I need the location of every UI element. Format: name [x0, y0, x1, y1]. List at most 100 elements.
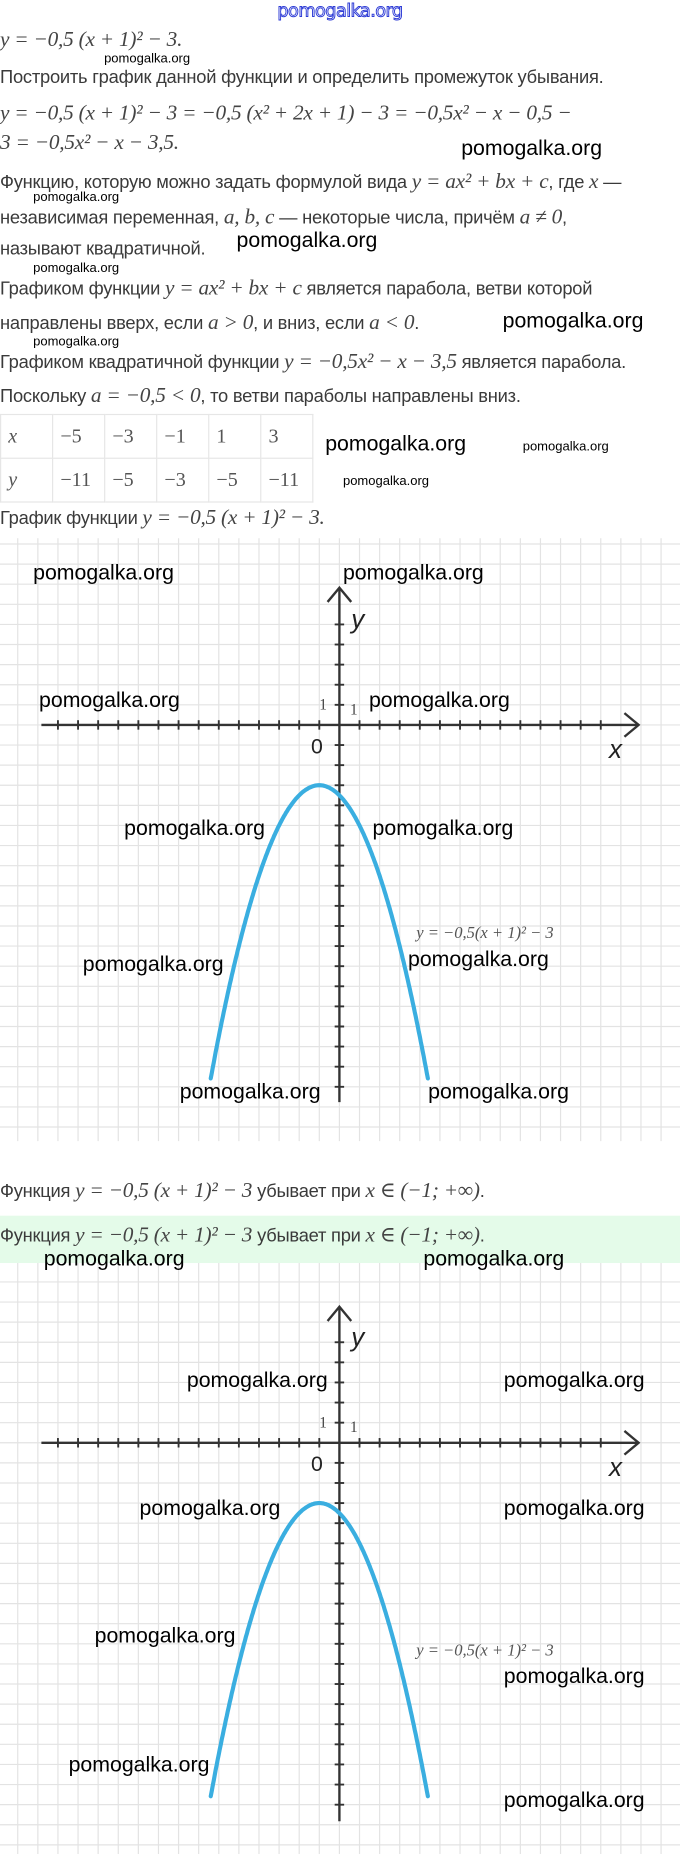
table-cell: x — [0, 413, 54, 459]
text-segment: , — [562, 208, 567, 229]
unit-label-x: 1 — [350, 701, 358, 718]
text-segment: называют квадратичной. — [0, 238, 206, 259]
parabola-graph-2: y x 0 1 1 y = −0,5(x + 1)² − 3 — [0, 1263, 680, 1854]
x-axis-arrow-icon — [623, 1430, 641, 1456]
parabola-graph-1: y x 0 1 1 y = −0,5(x + 1)² − 3 — [0, 538, 680, 1142]
watermark: pomogalka.org — [33, 261, 120, 276]
y-axis-label: y — [349, 604, 366, 634]
unit-label-x: 1 — [350, 1419, 358, 1436]
origin-label: 0 — [311, 1452, 323, 1476]
table-cell: −11 — [52, 457, 106, 503]
watermark: pomogalka.org — [503, 1495, 645, 1520]
table-cell: y — [0, 457, 54, 503]
text-line: Функцию, которую можно задать формулой в… — [0, 170, 621, 194]
text-line: Графиком функции y = ax² + bx + c являет… — [0, 277, 592, 301]
text-segment: — — [598, 172, 622, 193]
answer-line: Функция y = −0,5 (x + 1)² − 3 убывает пр… — [0, 1179, 485, 1203]
unit-label-y: 1 — [319, 697, 327, 714]
text-segment: , и вниз, если — [253, 313, 370, 334]
text-segment: Построить график данной функции и опреде… — [0, 67, 604, 88]
text-line: y = −0,5 (x + 1)² − 3 = −0,5 (x² + 2x + … — [0, 102, 572, 126]
function-label: y = −0,5(x + 1)² − 3 — [414, 923, 553, 942]
watermark: pomogalka.org — [179, 1079, 321, 1104]
math-expression: y = −0,5 (x + 1)² − 3. — [142, 504, 325, 529]
math-expression: y = −0,5x² − x − 3,5 — [284, 348, 457, 373]
watermark: pomogalka.org — [461, 135, 603, 160]
answer-line: Функция y = −0,5 (x + 1)² − 3 убывает пр… — [0, 1224, 485, 1248]
watermark: pomogalka.org — [68, 1752, 210, 1777]
watermark: pomogalka.org — [503, 1663, 645, 1688]
watermark: pomogalka.org — [423, 1246, 565, 1271]
math-expression: a > 0 — [207, 309, 254, 334]
answer-highlight — [0, 1215, 680, 1264]
text-segment: Поскольку — [0, 386, 91, 407]
text-segment: , где — [548, 172, 590, 193]
math-expression: 3 = −0,5x² − x − 3,5. — [0, 130, 179, 154]
math-expression: x ∈ (−1; +∞) — [365, 1222, 480, 1247]
text-segment: убывает при — [252, 1181, 366, 1202]
math-expression: a ≠ 0 — [519, 204, 563, 229]
text-line: направлены вверх, если a > 0, и вниз, ес… — [0, 311, 419, 335]
watermark: pomogalka.org — [39, 688, 180, 712]
watermark: pomogalka.org — [124, 815, 265, 840]
text-segment: убывает при — [252, 1226, 366, 1247]
table-cell: 1 — [208, 413, 262, 459]
watermark: pomogalka.org — [82, 951, 224, 976]
watermark: pomogalka.org — [43, 1246, 185, 1271]
watermark: pomogalka.org — [503, 1788, 645, 1812]
text-line: независимая переменная, a, b, c — некото… — [0, 206, 567, 230]
text-segment: направлены вверх, если — [0, 313, 208, 334]
math-expression: y = −0,5 (x + 1)² − 3. — [0, 27, 183, 51]
watermark: pomogalka.org — [502, 308, 644, 333]
y-axis-arrow-icon — [326, 1304, 353, 1322]
math-expression: y = −0,5 (x + 1)² − 3 = −0,5 (x² + 2x + … — [0, 100, 572, 125]
table-row: x −5 −3 −1 1 3 — [0, 413, 314, 459]
x-axis-label: x — [607, 734, 623, 764]
text-segment: . — [479, 1181, 485, 1202]
function-label: y = −0,5(x + 1)² − 3 — [414, 1641, 553, 1660]
watermark: pomogalka.org — [236, 228, 378, 252]
y-axis-label: y — [349, 1322, 366, 1352]
table-cell: −1 — [156, 413, 210, 459]
watermark: pomogalka.org — [94, 1623, 236, 1648]
text-segment: независимая переменная, — [0, 208, 224, 229]
text-line: Поскольку a = −0,5 < 0, то ветви парабол… — [0, 384, 521, 408]
unit-label-y: 1 — [319, 1414, 327, 1431]
math-expression: a, b, c — [223, 204, 275, 229]
watermark: pomogalka.org — [342, 560, 484, 585]
watermark: pomogalka.org — [33, 560, 174, 585]
watermark: pomogalka.org — [33, 334, 120, 349]
y-axis-arrow-icon — [326, 585, 353, 603]
watermark: pomogalka.org — [372, 815, 514, 840]
math-expression: a < 0 — [369, 309, 415, 334]
table-row: y −11 −5 −3 −5 −11 — [0, 457, 314, 503]
table-cell: −5 — [104, 457, 158, 503]
watermark: pomogalka.org — [186, 1368, 328, 1392]
text-line: Графиком квадратичной функции y = −0,5x²… — [0, 350, 626, 374]
watermark: pomogalka.org — [33, 190, 120, 205]
math-expression: y = ax² + bx + c — [164, 275, 302, 300]
table-cell: −3 — [156, 457, 210, 503]
math-expression: x ∈ (−1; +∞) — [365, 1177, 480, 1202]
watermark: pomogalka.org — [139, 1495, 281, 1520]
text-segment: Функция — [0, 1181, 76, 1202]
text-segment: , то ветви параболы направлены вниз. — [200, 386, 521, 407]
table-cell: −11 — [260, 457, 314, 503]
watermark: pomogalka.org — [407, 947, 549, 971]
text-segment: Графиком функции — [0, 279, 165, 300]
math-expression: y = ax² + bx + c — [411, 169, 549, 193]
table-cell: −5 — [208, 457, 262, 503]
text-segment: — некоторые числа, причём — [274, 208, 520, 229]
text-line: 3 = −0,5x² − x − 3,5. — [0, 131, 179, 155]
table-cell: −5 — [52, 413, 106, 459]
x-axis-label: x — [607, 1452, 623, 1482]
table-cell: 3 — [260, 413, 314, 459]
watermark: pomogalka.org — [368, 688, 510, 712]
text-segment: График функции — [0, 508, 143, 529]
site-logo-watermark: pomogalka.org — [277, 0, 404, 22]
text-line: называют квадратичной. — [0, 238, 206, 260]
watermark: pomogalka.org — [342, 474, 430, 489]
watermark: pomogalka.org — [104, 52, 191, 67]
text-segment: Графиком квадратичной функции — [0, 352, 285, 373]
text-segment: . — [414, 313, 420, 334]
